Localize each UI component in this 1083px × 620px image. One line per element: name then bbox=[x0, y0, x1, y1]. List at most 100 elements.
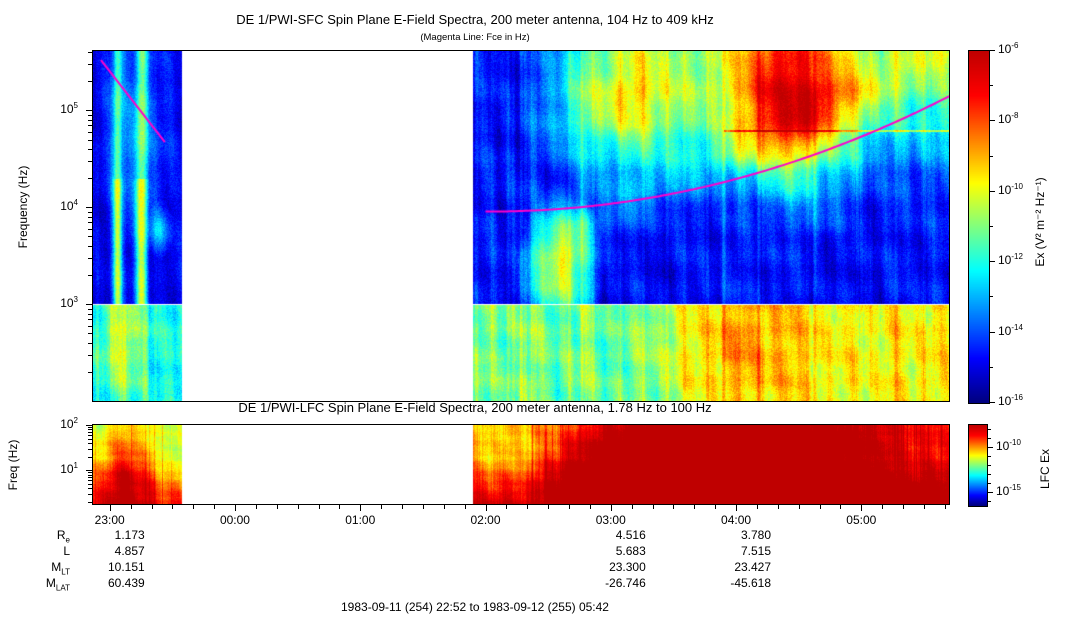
time-tick-label: 02:00 bbox=[470, 513, 501, 527]
ephemeris-row: MLAT 60.439 -26.746 -45.618 bbox=[0, 576, 950, 592]
time-tick bbox=[569, 505, 570, 509]
time-tick bbox=[589, 505, 591, 509]
time-tick bbox=[130, 505, 132, 509]
time-tick bbox=[318, 505, 320, 509]
sfc-y-tick-label: 104 bbox=[60, 198, 78, 214]
time-tick bbox=[193, 505, 195, 509]
lfc-colorbar bbox=[968, 424, 988, 507]
lfc-y-tick-label: 102 bbox=[60, 416, 78, 431]
time-tick-label: 23:00 bbox=[94, 513, 125, 527]
lfc-colorbar-tick-minor bbox=[988, 428, 991, 430]
sfc-colorbar bbox=[968, 50, 990, 404]
time-tick bbox=[422, 505, 424, 509]
sfc-colorbar-tick bbox=[990, 190, 995, 192]
lfc-y-tick-minor bbox=[88, 474, 92, 476]
sfc-y-tick-minor bbox=[88, 236, 92, 238]
sfc-y-tick-minor bbox=[88, 274, 92, 276]
time-tick-label: 04:00 bbox=[721, 513, 752, 527]
time-tick bbox=[443, 505, 445, 509]
sfc-y-tick-major bbox=[86, 110, 92, 112]
time-tick bbox=[840, 505, 842, 509]
lfc-colorbar-tick-minor bbox=[988, 437, 991, 439]
lfc-y-tick-label: 101 bbox=[60, 461, 78, 477]
time-tick bbox=[339, 505, 341, 509]
sfc-colorbar-tick-label: 10-8 bbox=[998, 111, 1019, 127]
lfc-y-tick-minor bbox=[88, 501, 92, 503]
sfc-y-tick-minor bbox=[88, 51, 92, 53]
time-tick bbox=[402, 505, 403, 509]
sfc-colorbar-tick-minor bbox=[990, 296, 993, 298]
time-tick bbox=[485, 505, 487, 511]
lfc-y-tick-minor bbox=[88, 477, 92, 479]
sfc-y-tick-minor bbox=[88, 216, 92, 218]
time-tick-label: 03:00 bbox=[595, 513, 626, 527]
sfc-colorbar-label: Ex (V² m⁻² Hz⁻¹) bbox=[1033, 177, 1047, 267]
time-tick bbox=[631, 505, 633, 509]
sfc-colorbar-tick-label: 10-12 bbox=[998, 252, 1023, 268]
lfc-colorbar-tick-label: 10-10 bbox=[996, 437, 1021, 453]
time-tick bbox=[276, 505, 278, 509]
time-tick bbox=[694, 505, 696, 509]
sfc-colorbar-tick bbox=[990, 50, 995, 51]
time-tick bbox=[944, 505, 946, 509]
lfc-y-tick-minor bbox=[88, 483, 92, 485]
time-tick bbox=[903, 505, 905, 509]
sfc-colorbar-tick bbox=[990, 261, 995, 263]
time-tick bbox=[506, 505, 508, 509]
time-tick bbox=[610, 505, 612, 511]
ephemeris-value: 1.173 bbox=[114, 528, 145, 542]
sfc-colorbar-tick bbox=[990, 331, 995, 333]
sfc-colorbar-tick-label: 10-14 bbox=[998, 322, 1023, 338]
time-tick bbox=[360, 505, 362, 511]
lfc-y-tick-minor bbox=[88, 456, 92, 458]
ephemeris-row: MLT 10.151 23.300 23.427 bbox=[0, 560, 950, 576]
sfc-y-tick-minor bbox=[88, 178, 92, 179]
sfc-y-tick-minor bbox=[88, 342, 92, 344]
sfc-y-tick-minor bbox=[88, 148, 92, 150]
sfc-y-tick-minor bbox=[88, 131, 92, 133]
ephemeris-value: -45.618 bbox=[730, 576, 772, 590]
time-tick-label: 05:00 bbox=[846, 513, 877, 527]
lfc-colorbar-tick-minor bbox=[988, 455, 991, 457]
lfc-y-tick-minor bbox=[88, 429, 92, 431]
sfc-y-tick-minor bbox=[88, 257, 92, 259]
sfc-colorbar-tick bbox=[990, 402, 995, 403]
ephemeris-table: Re 1.173 4.516 3.780 L 4.857 5.683 7.515 MLT 10.1… bbox=[0, 528, 950, 592]
sfc-y-tick-minor bbox=[88, 325, 92, 327]
lfc-colorbar-tick-minor bbox=[988, 491, 991, 493]
fce-magenta-line bbox=[93, 51, 949, 401]
ephemeris-row-label: MLAT bbox=[45, 576, 70, 593]
ephemeris-value: 3.780 bbox=[741, 528, 772, 542]
lfc-y-tick-minor bbox=[88, 435, 92, 436]
sfc-y-tick-label: 103 bbox=[60, 295, 78, 311]
sfc-y-tick-minor bbox=[88, 139, 92, 141]
sfc-y-tick-minor bbox=[88, 354, 92, 356]
time-tick bbox=[151, 505, 153, 509]
sfc-colorbar-tick-minor bbox=[990, 85, 993, 87]
lfc-colorbar-tick-minor bbox=[988, 500, 991, 502]
sfc-y-tick-major bbox=[86, 304, 92, 306]
lfc-y-tick-minor bbox=[88, 438, 92, 440]
ephemeris-value: 4.516 bbox=[615, 528, 646, 542]
time-tick bbox=[756, 505, 758, 509]
ephemeris-value: 4.857 bbox=[114, 544, 145, 558]
time-tick bbox=[652, 505, 654, 509]
ephemeris-row-label: Re bbox=[56, 528, 70, 545]
lfc-colorbar-tick-minor bbox=[988, 464, 991, 466]
sfc-colorbar-tick-minor bbox=[990, 366, 993, 368]
sfc-y-tick-minor bbox=[88, 161, 92, 162]
time-tick bbox=[819, 505, 821, 509]
sfc-y-tick-minor bbox=[88, 245, 92, 247]
time-tick bbox=[861, 505, 863, 511]
sfc-colorbar-tick-label: 10-6 bbox=[998, 41, 1019, 56]
time-tick bbox=[464, 505, 466, 509]
time-tick bbox=[736, 505, 737, 511]
time-tick bbox=[882, 505, 884, 509]
time-tick bbox=[548, 505, 550, 509]
lfc-y-tick-minor bbox=[88, 488, 92, 490]
time-tick bbox=[381, 505, 383, 509]
ephemeris-value: 60.439 bbox=[107, 576, 145, 590]
lfc-y-tick-major bbox=[86, 425, 92, 426]
lfc-y-tick-minor bbox=[88, 448, 92, 450]
sfc-y-tick-minor bbox=[88, 125, 92, 127]
